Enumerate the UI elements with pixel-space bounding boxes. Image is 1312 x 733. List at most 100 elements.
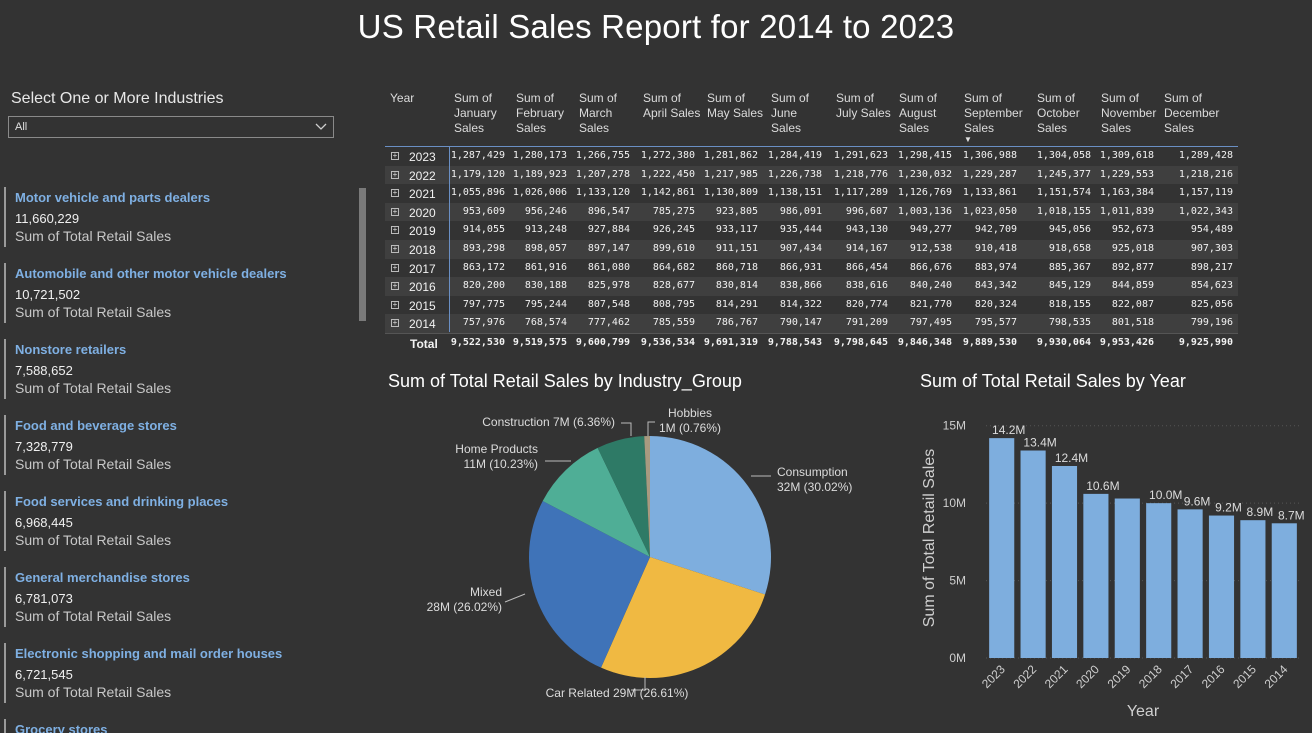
sales-cell: 996,607 [845, 205, 888, 217]
expand-icon[interactable]: + [391, 318, 399, 328]
sales-cell: 845,129 [1048, 280, 1091, 292]
total-cell: 9,536,534 [640, 336, 695, 348]
expand-icon[interactable]: + [391, 299, 399, 309]
expand-icon[interactable]: + [391, 188, 399, 198]
month-column-header[interactable]: Sum of January Sales [454, 91, 497, 135]
industry-card[interactable]: General merchandise stores 6,781,073 Sum o… [0, 565, 355, 641]
card-measure-label: Sum of Total Retail Sales [15, 684, 172, 700]
bar-2016[interactable] [1208, 515, 1235, 658]
sales-cell: 1,142,861 [640, 187, 695, 199]
matrix-row[interactable]: +2014 757,976 768,574 777,462 785,559 786,767… [385, 314, 1238, 333]
bar-2021[interactable] [1051, 466, 1078, 658]
bar-2018[interactable] [1146, 503, 1172, 658]
bar-chart[interactable]: 0M 5M 10M 15M 14.2M 2023 13.4M 2022 12.4M 2021 10.… [910, 398, 1310, 733]
sales-cell: 942,709 [974, 224, 1017, 236]
month-column-header[interactable]: Sum of August Sales [899, 91, 938, 135]
bar-2023[interactable] [989, 438, 1015, 658]
sales-cell: 892,877 [1111, 261, 1154, 273]
pie-slice-consumption[interactable] [650, 436, 771, 595]
industry-card[interactable]: Food and beverage stores 7,328,779 Sum of … [0, 413, 355, 489]
bar-data-label: 10.6M [1086, 479, 1119, 493]
matrix-row[interactable]: +2017 863,172 861,916 861,080 864,682 860,718… [385, 259, 1238, 278]
sales-cell: 797,775 [462, 298, 505, 310]
sales-cell: 861,916 [524, 261, 567, 273]
pie-slice-mixed[interactable] [529, 501, 650, 668]
matrix-row[interactable]: +2018 893,298 898,057 897,147 899,610 911,151… [385, 239, 1238, 259]
industry-card-list[interactable]: Motor vehicle and parts dealers 11,660,22… [0, 185, 355, 733]
industry-card[interactable]: Food services and drinking places 6,968,4… [0, 489, 355, 565]
industry-dropdown[interactable]: All [8, 116, 334, 138]
expand-icon[interactable]: + [391, 243, 399, 253]
year-column-header[interactable]: Year [390, 91, 415, 105]
matrix-row[interactable]: +2019 914,055 913,248 927,884 926,245 933,117… [385, 221, 1238, 240]
total-cell: 9,930,064 [1036, 336, 1091, 348]
sales-cell: 956,246 [524, 205, 567, 217]
sales-cell: 923,805 [715, 205, 758, 217]
card-accent-bar [4, 263, 6, 323]
card-accent-bar [4, 491, 6, 551]
matrix-divider [449, 146, 450, 332]
expand-icon[interactable]: + [391, 151, 399, 160]
card-industry-name: Food services and drinking places [15, 494, 229, 509]
sales-cell: 898,217 [1190, 261, 1233, 273]
sales-cell: 799,196 [1190, 317, 1233, 329]
month-column-header[interactable]: Sum of March Sales [579, 91, 618, 135]
bar-2022[interactable] [1020, 450, 1046, 658]
chevron-down-icon [315, 123, 327, 130]
expand-icon[interactable]: + [391, 206, 399, 216]
bar-2019[interactable] [1114, 498, 1140, 658]
bar-data-label: 14.2M [992, 423, 1025, 437]
y-tick-label: 10M [943, 496, 966, 510]
sales-cell: 953,609 [462, 205, 505, 217]
industry-card[interactable]: Automobile and other motor vehicle deale… [0, 261, 355, 337]
sort-descending-icon[interactable]: ▼ [964, 135, 972, 144]
expand-icon[interactable]: + [391, 169, 399, 179]
expand-icon[interactable]: + [391, 225, 399, 235]
sales-cell: 801,518 [1111, 317, 1154, 329]
industry-card[interactable]: Motor vehicle and parts dealers 11,660,22… [0, 185, 355, 261]
matrix-row[interactable]: +2016 820,200 830,188 825,978 828,677 830,814… [385, 277, 1238, 296]
pie-slice-car-related[interactable] [601, 557, 766, 678]
y-tick-label: 15M [943, 419, 966, 433]
month-column-header[interactable]: Sum of May Sales [707, 91, 764, 120]
matrix-row[interactable]: +2021 1,055,896 1,026,006 1,133,120 1,142,86… [385, 184, 1238, 203]
pie-slice-home-products[interactable] [542, 447, 650, 557]
matrix-row[interactable]: +2022 1,179,120 1,189,923 1,207,278 1,222,45… [385, 165, 1238, 185]
card-list-scrollbar[interactable] [359, 188, 366, 321]
sales-cell: 1,287,429 [450, 150, 505, 161]
month-column-header[interactable]: Sum of September Sales [964, 91, 1023, 135]
matrix-row[interactable]: +2020 953,609 956,246 896,547 785,275 923,805… [385, 202, 1238, 222]
month-column-header[interactable]: Sum of June Sales [771, 91, 810, 135]
sales-cell: 883,974 [974, 261, 1017, 273]
month-column-header[interactable]: Sum of October Sales [1037, 91, 1080, 135]
bar-2015[interactable] [1240, 520, 1266, 658]
bar-data-label: 12.4M [1055, 451, 1088, 465]
bar-2014[interactable] [1271, 523, 1297, 658]
card-value: 6,968,445 [15, 515, 73, 530]
industry-card[interactable]: Nonstore retailers 7,588,652 Sum of Total … [0, 337, 355, 413]
pie-slice-hobbies[interactable] [644, 436, 650, 557]
expand-icon[interactable]: + [391, 281, 399, 291]
sales-cell: 785,275 [652, 205, 695, 217]
bar-2020[interactable] [1083, 493, 1109, 658]
total-label: Total [410, 336, 438, 351]
month-column-header[interactable]: Sum of July Sales [836, 91, 891, 120]
month-column-header[interactable]: Sum of December Sales [1164, 91, 1220, 135]
expand-icon[interactable]: + [391, 262, 399, 272]
matrix-row[interactable]: +2015 797,775 795,244 807,548 808,795 814,291… [385, 296, 1238, 315]
industry-card[interactable]: Grocery stores [0, 717, 355, 733]
sales-cell: 1,218,216 [1178, 168, 1233, 180]
industry-card[interactable]: Electronic shopping and mail order house… [0, 641, 355, 717]
month-column-header[interactable]: Sum of November Sales [1101, 91, 1157, 135]
bar-2017[interactable] [1177, 509, 1203, 658]
card-measure-label: Sum of Total Retail Sales [15, 228, 172, 244]
matrix-row[interactable]: +2023 1,287,429 1,280,173 1,266,755 1,272,38… [385, 147, 1238, 166]
page-title: US Retail Sales Report for 2014 to 2023 [357, 8, 955, 45]
y-axis-title: Sum of Total Retail Sales [921, 449, 938, 627]
sales-cell: 820,324 [974, 298, 1017, 310]
month-column-header[interactable]: Sum of April Sales [643, 91, 701, 120]
year-cell: 2020 [409, 205, 436, 220]
pie-slice-construction[interactable] [597, 436, 650, 557]
month-column-header[interactable]: Sum of February Sales [516, 91, 565, 135]
